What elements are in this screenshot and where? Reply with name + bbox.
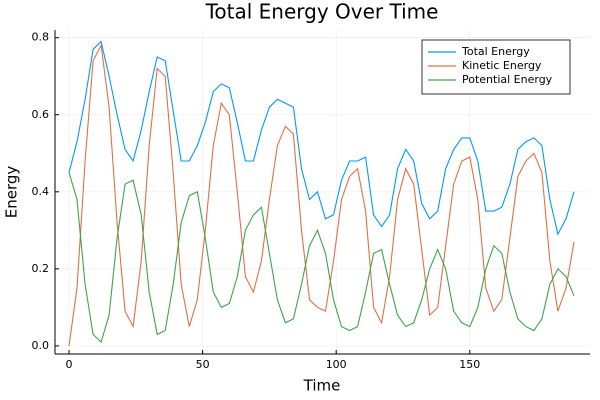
series-line (68, 43, 575, 346)
x-tick-label: 50 (196, 358, 210, 371)
legend-label: Total Energy (461, 45, 530, 58)
x-axis-label: Time (303, 377, 341, 395)
legend-label: Kinetic Energy (462, 59, 542, 72)
x-tick-label: 150 (459, 358, 480, 371)
x-tick-label: 100 (326, 358, 347, 371)
y-axis-label: Energy (3, 166, 21, 219)
y-tick-label: 0.2 (32, 262, 50, 275)
series-line (68, 172, 575, 344)
series-line (68, 40, 575, 236)
legend-box (421, 39, 571, 95)
chart-title: Total Energy Over Time (205, 0, 439, 24)
legend-label: Potential Energy (462, 73, 553, 86)
y-tick-label: 0.8 (32, 31, 50, 44)
y-tick-label: 0.0 (32, 339, 50, 352)
y-tick-label: 0.4 (32, 185, 50, 198)
x-tick-label: 0 (66, 358, 73, 371)
y-tick-label: 0.6 (32, 108, 50, 121)
